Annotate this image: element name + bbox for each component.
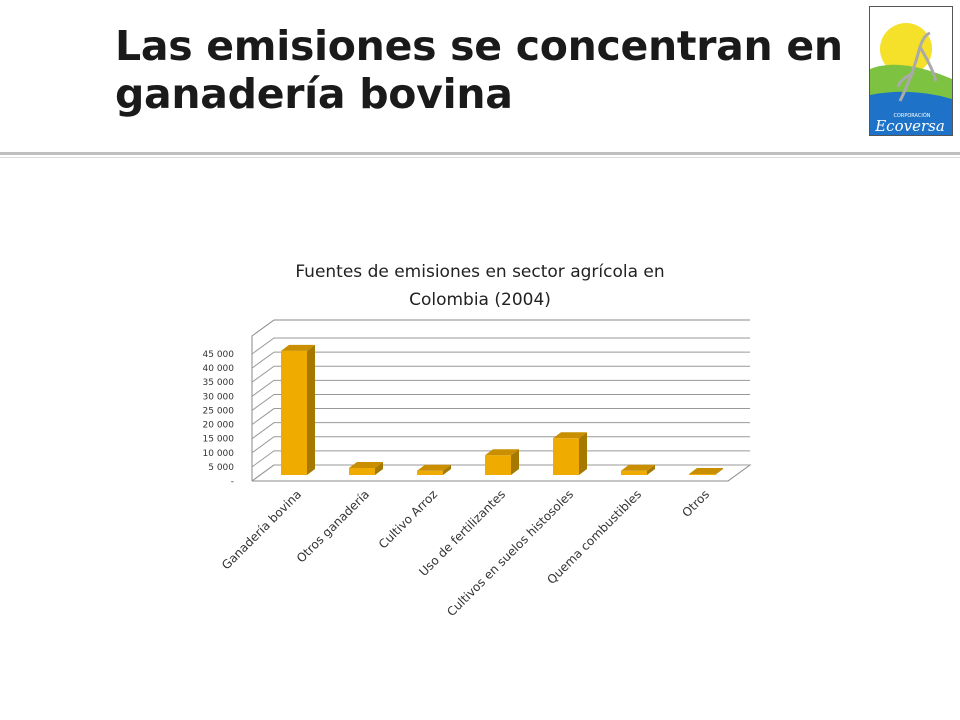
bar-side xyxy=(511,449,519,475)
bar-top xyxy=(349,461,383,468)
bar-top xyxy=(689,468,723,474)
chart-gridline xyxy=(251,464,750,482)
y-tick-label: 30 000 xyxy=(203,392,235,402)
x-category-label: Ganadería bovina xyxy=(219,487,304,572)
bar-front xyxy=(349,467,375,475)
y-tick-label: 20 000 xyxy=(203,421,235,431)
y-tick-label: 15 000 xyxy=(203,435,235,445)
chart-title-line-1: Fuentes de emisiones en sector agrícola … xyxy=(295,262,665,282)
bar-front xyxy=(689,474,715,475)
logo-sun-shape xyxy=(880,23,932,75)
y-tick-label: 10 000 xyxy=(203,449,235,459)
bar-side xyxy=(307,344,315,475)
title-divider-thin xyxy=(0,157,960,158)
logo-water-shape xyxy=(870,91,952,135)
bar-front xyxy=(417,470,443,475)
bar-top xyxy=(485,449,519,456)
title-divider xyxy=(0,152,960,155)
ecoversa-logo: CORPORACIÓN Ecoversa xyxy=(869,6,953,136)
bar-front xyxy=(553,438,579,475)
bar-side xyxy=(375,461,383,475)
bar-front xyxy=(485,455,511,475)
chart-wall-outline xyxy=(251,319,750,481)
bar-top xyxy=(553,432,587,439)
chart-title-line-2: Colombia (2004) xyxy=(409,290,551,310)
y-tick-label: - xyxy=(231,477,234,487)
x-category-label: Cultivos en suelos histosoles xyxy=(444,487,576,619)
y-tick-label: 35 000 xyxy=(203,378,235,388)
chart-gridline xyxy=(251,408,750,425)
y-tick-label: 5 000 xyxy=(208,463,234,473)
bar-front xyxy=(281,350,307,475)
x-category-label: Otros ganadería xyxy=(294,487,372,565)
slide-title-line-1: Las emisiones se concentran en xyxy=(115,22,843,70)
chart-gridline xyxy=(251,422,750,440)
bar-side xyxy=(715,468,723,475)
bar-side xyxy=(579,432,587,475)
bar-top xyxy=(281,344,315,351)
x-category-label: Cultivo Arroz xyxy=(376,487,440,551)
logo-name: Ecoversa xyxy=(874,117,945,135)
logo-small-text: CORPORACIÓN xyxy=(893,112,930,119)
y-tick-label: 40 000 xyxy=(203,364,235,374)
logo-bird-shape xyxy=(896,31,938,102)
chart-gridline xyxy=(251,351,750,369)
y-tick-label: 25 000 xyxy=(203,406,235,416)
chart-gridline xyxy=(251,436,750,454)
chart-title: Fuentes de emisiones en sector agrícola … xyxy=(240,258,720,314)
slide-title: Las emisiones se concentran en ganadería… xyxy=(115,22,855,118)
bar-side xyxy=(647,464,655,475)
chart-gridline xyxy=(251,337,750,355)
bar-top xyxy=(417,464,451,471)
chart-gridline xyxy=(251,393,750,411)
bar-top xyxy=(621,464,655,471)
x-category-label: Otros xyxy=(679,487,712,520)
bar-front xyxy=(621,470,647,475)
chart-gridline xyxy=(251,379,750,397)
y-tick-label: 45 000 xyxy=(203,350,235,360)
bar-side xyxy=(443,464,451,475)
chart-gridline xyxy=(251,365,750,383)
chart-gridline xyxy=(251,450,750,468)
slide-title-line-2: ganadería bovina xyxy=(115,70,513,118)
